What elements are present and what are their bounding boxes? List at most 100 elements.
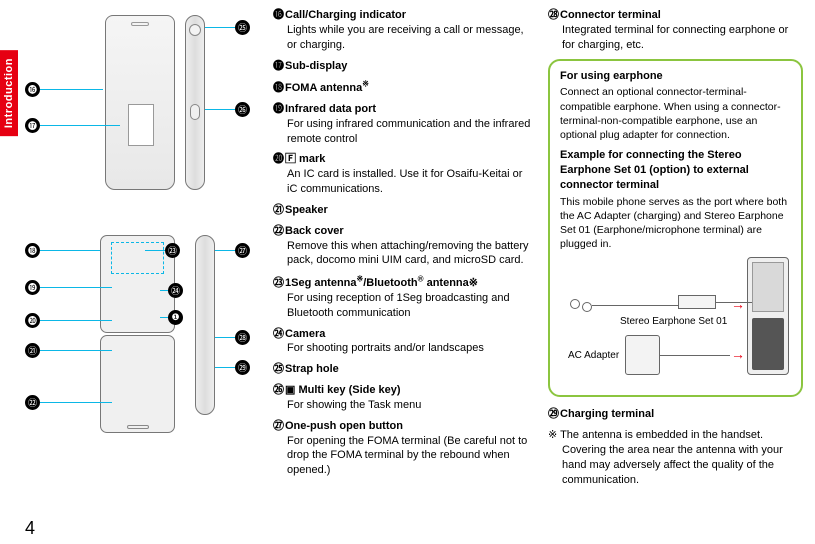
item-body: For opening the FOMA terminal (Be carefu… bbox=[273, 434, 532, 479]
callout-24: ㉔ bbox=[160, 283, 183, 298]
item-title: Infrared data port bbox=[285, 103, 376, 115]
item-number: ⓰ bbox=[273, 8, 284, 23]
connector-figure: → → Stereo Earphone Set 01 AC Adapter bbox=[560, 257, 791, 387]
arrow-red-icon: → bbox=[731, 295, 745, 314]
item-number: ㉔ bbox=[273, 327, 284, 342]
earphone-info-box: For using earphone Connect an optional c… bbox=[548, 59, 803, 398]
callout-29: ㉙ bbox=[215, 360, 250, 375]
definition-item: ⓱Sub-display bbox=[273, 59, 532, 74]
phone-side-view bbox=[185, 15, 205, 190]
definition-item: ⓰Call/Charging indicator Lights while you… bbox=[273, 8, 532, 53]
item-number: ㉕ bbox=[273, 362, 284, 377]
item-title: Back cover bbox=[285, 225, 344, 237]
indicator-grill bbox=[131, 22, 149, 26]
definition-item: ㉕Strap hole bbox=[273, 362, 532, 377]
fig-label-earphone: Stereo Earphone Set 01 bbox=[620, 315, 727, 329]
earbud-icon bbox=[582, 302, 592, 312]
item-title: Charging terminal bbox=[560, 408, 654, 420]
definition-item: ⓲FOMA antenna※ bbox=[273, 79, 532, 96]
item-number: ㉑ bbox=[273, 203, 284, 218]
definition-item: ㉘Connector terminal Integrated terminal f… bbox=[548, 8, 803, 53]
item-number: ⓳ bbox=[273, 102, 284, 117]
fig-label-ac: AC Adapter bbox=[568, 349, 619, 363]
phone-small bbox=[747, 257, 789, 375]
item-number: ⓱ bbox=[273, 59, 284, 74]
item-title: Sub-display bbox=[285, 60, 347, 72]
item-body: Remove this when attaching/removing the … bbox=[273, 239, 532, 269]
item-title: FOMA antenna※ bbox=[285, 82, 369, 94]
callout-22: ㉒ bbox=[25, 395, 112, 410]
definition-item: ㉒Back cover Remove this when attaching/re… bbox=[273, 224, 532, 269]
item-number: ㉒ bbox=[273, 224, 284, 239]
item-number: ㉙ bbox=[548, 407, 559, 422]
item-number: ㉓ bbox=[273, 276, 284, 291]
item-body: For shooting portraits and/or landscapes bbox=[273, 341, 532, 356]
side-button-26 bbox=[190, 104, 200, 120]
info-box-title-2: Example for connecting the Stereo Earpho… bbox=[560, 148, 791, 193]
phone-closed-diagram: ⓰ ⓱ ㉕ ㉖ bbox=[25, 10, 255, 210]
wire bbox=[592, 305, 678, 306]
definition-item: ㉗One-push open button For opening the FOM… bbox=[273, 419, 532, 478]
callout-27: ㉗ bbox=[215, 243, 250, 258]
item-title: ▣ Multi key (Side key) bbox=[285, 384, 401, 396]
phone-small-screen bbox=[752, 262, 784, 312]
phone-open-diagram: ⓲ ⓳ ⓴ ㉑ ㉒ ㉓ ㉔ ❶ bbox=[25, 235, 255, 455]
item-number: ㉘ bbox=[548, 8, 559, 23]
item-body: For using infrared communication and the… bbox=[273, 117, 532, 147]
item-body: For using reception of 1Seg broadcasting… bbox=[273, 291, 532, 321]
phone-closed-body bbox=[105, 15, 175, 190]
callout-28: ㉘ bbox=[215, 330, 250, 345]
item-number: ㉗ bbox=[273, 419, 284, 434]
item-title: Camera bbox=[285, 328, 325, 340]
callout-23: ㉓ bbox=[145, 243, 180, 258]
callout-19: ⓳ bbox=[25, 280, 112, 295]
item-body: Integrated terminal for connecting earph… bbox=[548, 23, 803, 53]
diagram-column: Introduction ⓰ ⓱ ㉕ bbox=[0, 0, 265, 544]
phone-side-view-2 bbox=[195, 235, 215, 415]
item-number: ⓴ bbox=[273, 152, 284, 167]
callout-21: ㉑ bbox=[25, 343, 112, 358]
item-title: Connector terminal bbox=[560, 9, 661, 21]
antenna-note: ※ The antenna is embedded in the handset… bbox=[548, 428, 803, 487]
callout-16: ⓰ bbox=[25, 82, 103, 97]
item-title: 1Seg antenna※/Bluetooth® antenna※ bbox=[285, 277, 478, 289]
info-box-title-1: For using earphone bbox=[560, 69, 791, 84]
callout-20: ⓴ bbox=[25, 313, 112, 328]
bottom-slot bbox=[127, 425, 149, 429]
info-box-body-2: This mobile phone serves as the port whe… bbox=[560, 195, 791, 252]
item-title: Speaker bbox=[285, 204, 328, 216]
definition-item: ⓳Infrared data port For using infrared co… bbox=[273, 102, 532, 147]
item-number: ㉖ bbox=[273, 383, 284, 398]
wire bbox=[660, 355, 730, 356]
right-text-column: ㉘Connector terminal Integrated terminal f… bbox=[540, 0, 815, 544]
callout-17: ⓱ bbox=[25, 118, 120, 133]
arrow-red-icon: → bbox=[731, 345, 745, 364]
item-title: Call/Charging indicator bbox=[285, 9, 406, 21]
callout-26: ㉖ bbox=[205, 102, 250, 117]
item-29: ㉙Charging terminal bbox=[548, 407, 803, 422]
side-button-25 bbox=[189, 24, 201, 36]
plug-adapter bbox=[678, 295, 716, 309]
callout-25: ㉕ bbox=[205, 20, 250, 35]
definition-item: ㉓1Seg antenna※/Bluetooth® antenna※ For us… bbox=[273, 274, 532, 320]
item-title: One-push open button bbox=[285, 420, 403, 432]
definition-item: ㉔CameraFor shooting portraits and/or lan… bbox=[273, 327, 532, 357]
manual-page: Introduction ⓰ ⓱ ㉕ bbox=[0, 0, 815, 544]
page-number: 4 bbox=[25, 518, 35, 539]
item-body: Lights while you are receiving a call or… bbox=[273, 23, 532, 53]
callout-18: ⓲ bbox=[25, 243, 100, 258]
ac-adapter bbox=[625, 335, 660, 375]
section-tab: Introduction bbox=[0, 50, 18, 136]
phone-small-keypad bbox=[752, 318, 784, 370]
info-box-body-1: Connect an optional connector-terminal-c… bbox=[560, 85, 791, 142]
item-number: ⓲ bbox=[273, 81, 284, 96]
callout-1: ❶ bbox=[160, 310, 183, 325]
item-title: 🄵 mark bbox=[285, 153, 325, 165]
definition-item: ㉖▣ Multi key (Side key) For showing the T… bbox=[273, 383, 532, 413]
item-body: An IC card is installed. Use it for Osai… bbox=[273, 167, 532, 197]
item-title: Strap hole bbox=[285, 363, 339, 375]
item-body: For showing the Task menu bbox=[273, 398, 532, 413]
sub-display bbox=[128, 104, 154, 146]
definition-item: ⓴🄵 mark An IC card is installed. Use it f… bbox=[273, 152, 532, 197]
definition-item: ㉑Speaker bbox=[273, 203, 532, 218]
